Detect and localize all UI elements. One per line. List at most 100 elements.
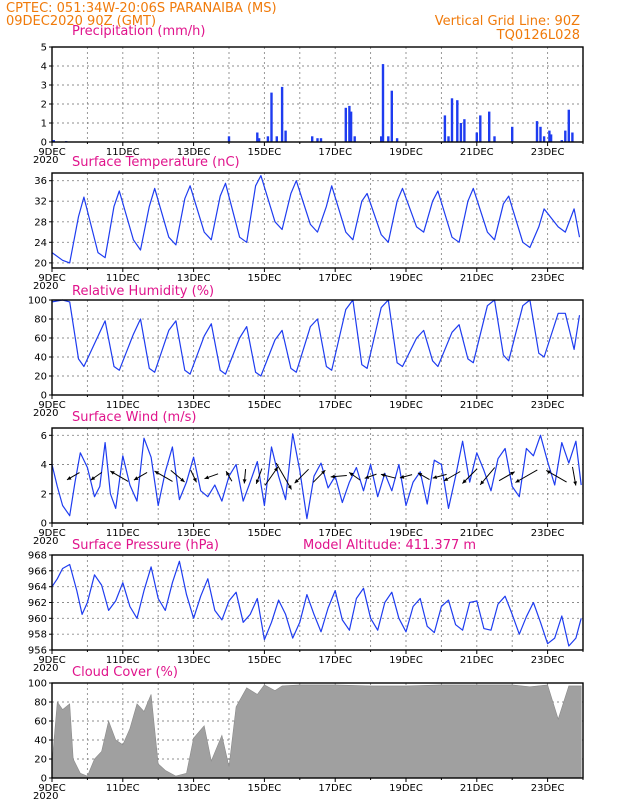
precip-bar [548, 130, 551, 142]
pressure-series-line [51, 560, 582, 647]
precip-bar [311, 136, 314, 142]
wind-arrow [154, 470, 173, 482]
wind-arrow-head [255, 479, 260, 484]
y-tick-label: 0 [41, 391, 47, 402]
x-year-label: 2020 [33, 663, 58, 674]
precip-bar [348, 105, 351, 142]
wind-arrow [479, 467, 496, 486]
x-tick-label: 9DEC [38, 783, 65, 794]
x-tick-label: 15DEC [248, 655, 282, 666]
header-location: CPTEC: 051:34W-20:06S PARANAIBA (MS) [6, 1, 277, 16]
wind-arrow-head [330, 474, 335, 479]
x-tick-label: 23DEC [531, 528, 565, 539]
wind-arrow-head [321, 470, 326, 475]
y-tick-label: 5 [41, 43, 47, 54]
x-tick-label: 13DEC [177, 147, 211, 158]
panel-frame [51, 299, 584, 396]
wind-arrow [242, 469, 247, 484]
precip-bar [266, 136, 270, 142]
x-tick-label: 17DEC [318, 273, 352, 284]
x-tick-label: 23DEC [531, 273, 565, 284]
x-tick-label: 17DEC [318, 528, 352, 539]
wind-arrow [462, 468, 478, 484]
y-tick-label: 40 [34, 736, 47, 747]
y-tick-label: 960 [28, 614, 47, 625]
y-tick-label: 4 [41, 460, 47, 471]
x-tick-label: 21DEC [460, 528, 494, 539]
x-tick-label: 11DEC [106, 655, 140, 666]
x-tick-label: 11DEC [106, 400, 140, 411]
precip-bar [571, 132, 574, 142]
x-year-label: 2020 [33, 281, 58, 292]
precip-bar [447, 136, 450, 142]
precip-bar [353, 136, 356, 142]
precip-bar [280, 86, 284, 142]
wind-arrow [90, 471, 103, 481]
panels: 0 1 2 3 4 5 9DEC 11DEC 13DEC 15DEC 17DEC 19DEC 21DEC… [28, 24, 584, 800]
x-tick-label: 11DEC [106, 528, 140, 539]
y-tick-label: 0 [41, 519, 47, 530]
panel-rh: 0 20 40 60 80 100 9DEC 11DEC 13DEC 15DEC 17DEC 19DE… [28, 284, 584, 419]
x-tick-label: 15DEC [248, 273, 282, 284]
precip-bar [443, 115, 447, 142]
wind-arrow [330, 474, 347, 479]
x-tick-label: 13DEC [177, 528, 211, 539]
wind-arrow-head [573, 481, 577, 486]
x-tick-label: 11DEC [106, 273, 140, 284]
wind-arrow [66, 472, 80, 481]
panel-cloud: 0 20 40 60 80 100 9DEC 11DEC 13DEC 15DEC 17DEC 19DE… [28, 665, 584, 800]
precip-bar [387, 136, 390, 142]
x-tick-label: 17DEC [318, 147, 352, 158]
x-year-label: 2020 [33, 408, 58, 419]
x-tick-label: 23DEC [531, 147, 565, 158]
x-tick-label: 9DEC [38, 400, 65, 411]
wind-arrow-shaft [515, 469, 538, 483]
cloud-area [51, 684, 582, 779]
x-tick-label: 21DEC [460, 147, 494, 158]
x-tick-label: 21DEC [460, 655, 494, 666]
wind-arrow-head [226, 471, 230, 476]
header-code: TQ0126L028 [496, 28, 580, 43]
y-tick-label: 60 [34, 717, 47, 728]
y-tick-label: 20 [34, 755, 47, 766]
y-tick-label: 20 [34, 372, 47, 383]
x-tick-label: 21DEC [460, 400, 494, 411]
precip-bar [463, 119, 466, 142]
x-tick-label: 9DEC [38, 655, 65, 666]
wind-arrow-head [462, 479, 467, 484]
wind-arrow [432, 473, 447, 479]
wind-arrow-head [432, 475, 438, 479]
wind-arrow-head [294, 479, 299, 484]
y-tick-label: 4 [41, 62, 47, 73]
y-tick-label: 964 [28, 582, 47, 593]
precip-bar [542, 136, 546, 142]
wind-arrow [110, 470, 129, 482]
panel-title-pressure: Surface Pressure (hPa) [72, 538, 219, 553]
wind-arrow [348, 471, 361, 481]
precip-bar [493, 136, 496, 142]
x-year-label: 2020 [33, 791, 58, 800]
x-tick-label: 19DEC [389, 147, 423, 158]
panel-precip: 0 1 2 3 4 5 9DEC 11DEC 13DEC 15DEC 17DEC 19DEC 21DEC… [33, 24, 584, 166]
x-tick-label: 9DEC [38, 273, 65, 284]
y-tick-label: 100 [28, 679, 47, 690]
wind-arrow [170, 470, 185, 483]
y-tick-label: 958 [28, 630, 47, 641]
panel-frame [51, 427, 584, 524]
wind-arrow-head [364, 475, 370, 479]
wind-arrow-head [133, 476, 139, 481]
y-tick-label: 28 [34, 217, 47, 228]
wind-arrow-head [515, 478, 520, 483]
panel-title-temp: Surface Temperature (nC) [72, 155, 240, 170]
wind-arrow-head [380, 473, 386, 478]
y-tick-label: 40 [34, 353, 47, 364]
y-tick-label: 36 [34, 176, 47, 187]
wind-arrow [275, 462, 292, 490]
wind-arrow-head [204, 475, 209, 480]
y-tick-label: 6 [41, 431, 47, 442]
y-tick-label: 966 [28, 566, 47, 577]
x-tick-label: 11DEC [106, 783, 140, 794]
panel-frame [51, 46, 584, 143]
y-tick-label: 2 [41, 100, 47, 111]
